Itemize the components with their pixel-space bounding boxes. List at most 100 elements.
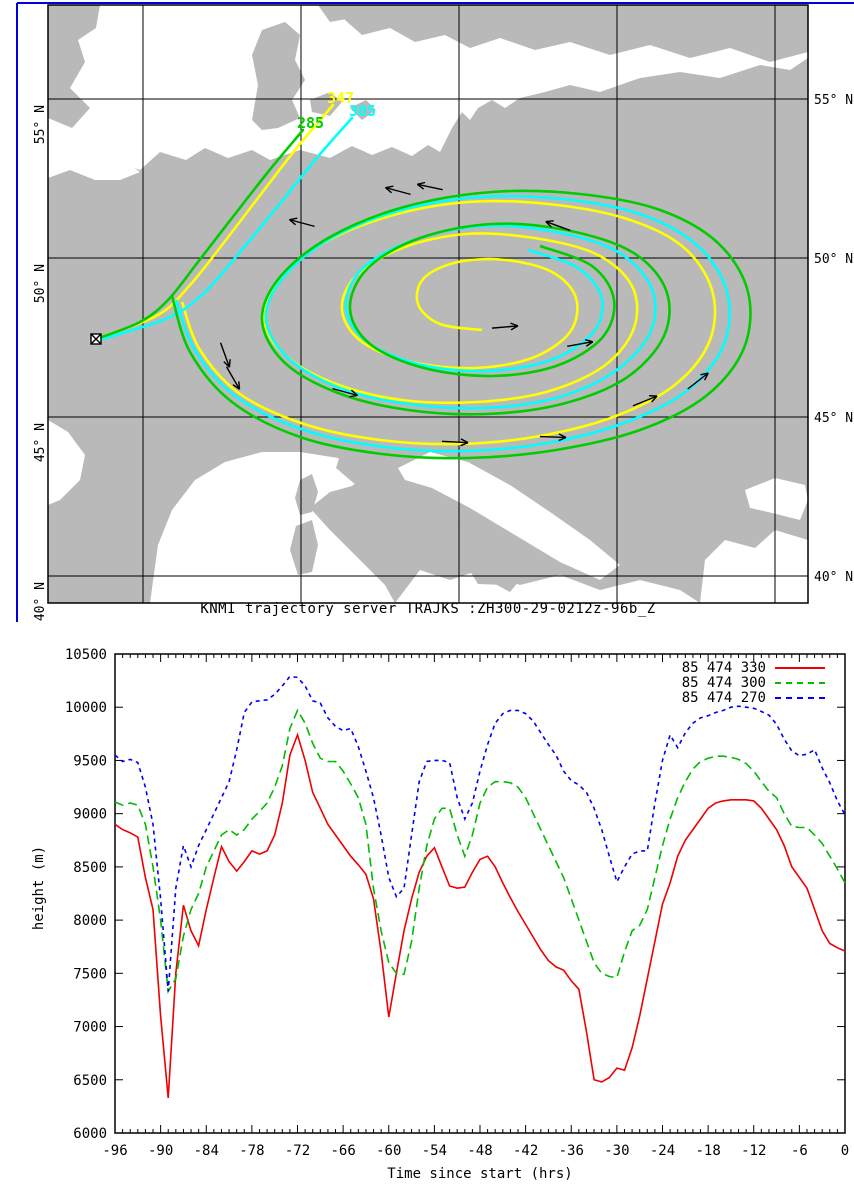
x-tick-label: -6: [791, 1143, 808, 1159]
series-line-85-474-330: [114, 732, 846, 1098]
arrow-head: [350, 389, 359, 396]
x-tick-label: -84: [194, 1143, 219, 1159]
legend-line-sample-blue: [775, 696, 825, 699]
y-tick-label: 8500: [73, 860, 107, 876]
x-tick-label: -18: [695, 1143, 720, 1159]
sea: [745, 478, 808, 520]
x-tick-label: -48: [467, 1143, 492, 1159]
legend-row: 85 474 300: [681, 674, 825, 691]
y-tick-label: 7000: [73, 1020, 107, 1036]
arrow-head: [460, 438, 469, 444]
land: [350, 100, 376, 120]
lat-label-right: 50° N: [814, 252, 853, 267]
sea-polygons: [48, 112, 808, 603]
y-tick-label: 9500: [73, 753, 107, 769]
x-tick-label: -36: [559, 1143, 584, 1159]
sea: [398, 452, 620, 580]
arrow-head: [288, 219, 297, 226]
legend-row: 85 474 270: [682, 690, 825, 706]
trajectory-path-305: [97, 116, 354, 342]
line-chart-panel: 6000 6500 7000 7500 8000 8500 9000 9500 10000 105…: [65, 647, 849, 1159]
y-axis-label: height (m): [31, 845, 47, 931]
x-tick-label: 0: [841, 1143, 849, 1159]
arrow-shaft: [385, 186, 411, 196]
arrow-head: [416, 183, 425, 190]
arrow-shaft: [491, 325, 519, 329]
chart-frame: [114, 653, 846, 1134]
arrow-head: [703, 372, 709, 381]
x-tick-label: -42: [513, 1143, 538, 1159]
land: [252, 22, 305, 130]
arrow-shaft: [545, 220, 571, 232]
sea: [150, 452, 395, 603]
arrow-head: [228, 359, 231, 368]
axis-ticks: [114, 653, 846, 1134]
arrow-head: [510, 325, 519, 331]
arrow-head: [384, 187, 393, 194]
legend-line-sample-red: [775, 666, 825, 669]
trajectory-label-305: 305: [349, 102, 377, 120]
y-tick-label: 7500: [73, 966, 107, 982]
legend-line-sample-green: [775, 681, 825, 684]
arrow-head: [289, 217, 298, 221]
station-marker: [90, 333, 102, 345]
sea: [395, 570, 700, 603]
arrow-head: [238, 381, 241, 390]
legend-label-300: 85 474 300: [681, 674, 766, 691]
trajectory-path-347: [96, 103, 335, 340]
arrow-shaft: [219, 342, 231, 368]
sea: [700, 530, 808, 603]
x-tick-label: -96: [102, 1143, 127, 1159]
arrow-head: [349, 394, 358, 398]
trajectory-path-285: [94, 128, 305, 341]
arrow-head: [223, 361, 230, 368]
x-tick-label: -72: [285, 1143, 310, 1159]
x-tick-label: -24: [650, 1143, 675, 1159]
y-tick-label: 6500: [73, 1073, 107, 1089]
x-tick-label: -60: [376, 1143, 401, 1159]
map-title: KNMI trajectory server TRAJKS :ZH300-29-…: [200, 601, 656, 617]
arrow-shaft: [567, 341, 593, 347]
arrow-shaft: [417, 183, 443, 191]
arrow-head: [700, 372, 709, 376]
arrow-head: [545, 220, 554, 223]
y-tick-label: 6000: [73, 1126, 107, 1142]
arrow-head: [417, 181, 426, 185]
trajectory-loop-285: [170, 189, 752, 460]
series-line-85-474-300: [114, 708, 846, 994]
arrow-shaft: [632, 395, 658, 407]
island-polygons: [290, 455, 520, 592]
land: [340, 5, 808, 62]
lat-label-right: 55° N: [814, 93, 853, 108]
lat-label-left: 50° N: [33, 264, 48, 303]
lat-label-right: 45° N: [814, 411, 853, 426]
y-tick-label: 8000: [73, 913, 107, 929]
arrow-shaft: [687, 372, 709, 390]
arrow-head: [651, 395, 658, 403]
arrow-head: [585, 341, 594, 347]
arrow-head: [385, 185, 394, 189]
y-tick-label: 9000: [73, 807, 107, 823]
arrow-head: [584, 338, 593, 343]
x-tick-label: -30: [604, 1143, 629, 1159]
arrow-shaft: [225, 366, 241, 390]
graticule: [48, 5, 808, 603]
map-panel: [48, 5, 808, 603]
series-line-85-474-270: [114, 675, 846, 992]
y-tick-label: 10500: [65, 647, 107, 663]
chart-legend: 85 474 330 85 474 300 85 474 270: [681, 660, 825, 706]
lat-label-left: 45° N: [33, 423, 48, 462]
lat-label-left: 40° N: [33, 582, 48, 621]
arrow-head: [510, 322, 519, 327]
arrow-head: [232, 384, 240, 390]
direction-arrows: [219, 181, 709, 447]
island: [336, 455, 520, 592]
land: [48, 5, 100, 128]
arrow-head: [558, 436, 567, 442]
y-tick-label: 10000: [65, 700, 107, 716]
x-tick-label: -54: [422, 1143, 447, 1159]
map-frame: [47, 4, 809, 604]
legend-row: 85 474 330: [682, 660, 825, 676]
